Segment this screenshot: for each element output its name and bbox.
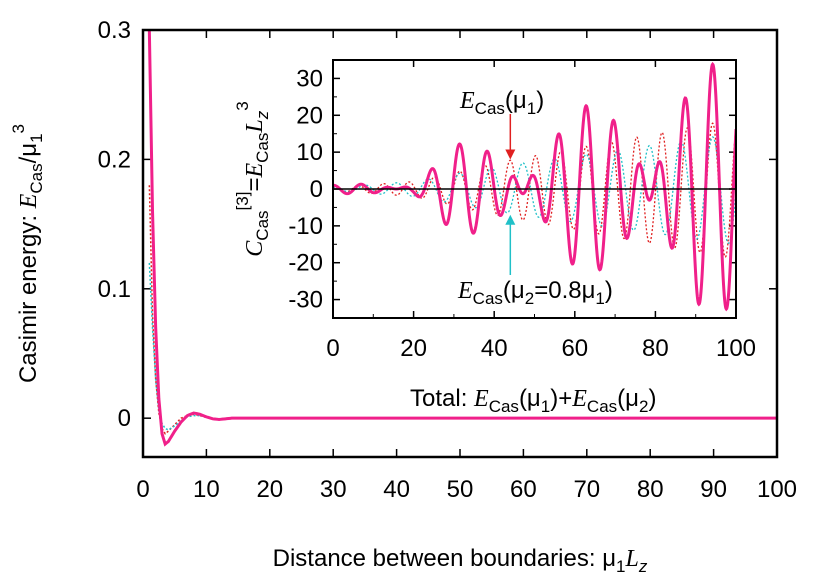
main-x-tick-label: 70 — [573, 476, 600, 503]
main-plot-frame — [141, 28, 779, 459]
inset-y-tick-label: 20 — [296, 102, 323, 129]
inset-annotation-mu2: ECas(μ2=0.8μ1) — [457, 277, 613, 308]
main-x-tick-label: 100 — [757, 476, 797, 503]
inset-x-tick-label: 80 — [642, 335, 669, 362]
main-y-tick-label: 0.2 — [98, 146, 131, 173]
main-x-tick-label: 90 — [700, 476, 727, 503]
inset-ticks: 0 20 40 60 80 100 -30 -20 -10 0 10 20 30 — [288, 59, 756, 362]
inset-annotation-mu1: ECas(μ1) — [459, 87, 544, 118]
main-y-tick-label: 0 — [118, 405, 131, 432]
inset-series — [333, 61, 736, 312]
inset-x-tick-label: 100 — [716, 335, 756, 362]
main-y-tick-label: 0.1 — [98, 276, 131, 303]
inset-arrowhead-mu2 — [505, 214, 516, 225]
inset-x-tick-label: 40 — [481, 335, 508, 362]
inset-x-tick-label: 0 — [326, 335, 339, 362]
main-x-tick-label: 60 — [510, 476, 537, 503]
main-x-tick-label: 0 — [136, 476, 149, 503]
main-x-tick-label: 20 — [256, 476, 283, 503]
inset-y-tick-label: 10 — [296, 139, 323, 166]
inset-x-tick-label: 20 — [400, 335, 427, 362]
total-legend-label: Total: ECas(μ1)+ECas(μ2) — [410, 385, 656, 416]
inset-y-tick-label: -30 — [288, 287, 323, 314]
inset-x-tick-label: 60 — [561, 335, 588, 362]
main-x-tick-label: 30 — [320, 476, 347, 503]
main-x-tick-label: 10 — [193, 476, 220, 503]
main-x-axis-label: Distance between boundaries: μ1Lz — [273, 545, 648, 576]
main-y-tick-label: 0.3 — [98, 17, 131, 44]
inset-y-axis-label: CCas[3]=ECasLz3 — [233, 101, 272, 256]
inset-plot-frame — [332, 59, 737, 319]
inset-y-tick-label: 0 — [310, 176, 323, 203]
main-x-tick-label: 80 — [637, 476, 664, 503]
inset-arrowhead-mu1 — [505, 149, 516, 160]
main-y-axis-label: Casimir energy: ECas/μ13 — [9, 124, 46, 383]
inset-y-tick-label: -20 — [288, 250, 323, 277]
main-series — [147, 30, 777, 447]
main-series-line — [147, 30, 777, 447]
main-x-tick-label: 40 — [383, 476, 410, 503]
main-x-tick-label: 50 — [447, 476, 474, 503]
inset-y-tick-label: -10 — [288, 213, 323, 240]
inset-y-tick-label: 30 — [296, 65, 323, 92]
